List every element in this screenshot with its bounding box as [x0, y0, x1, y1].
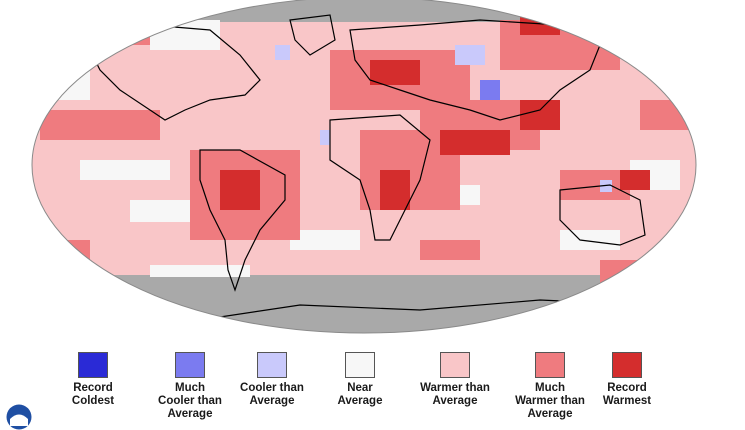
legend-label-warmer: Warmer than Average [420, 382, 490, 407]
legend-label-near: Near Average [337, 382, 383, 407]
north-america-outline [89, 24, 261, 121]
cooler-patch [455, 45, 485, 65]
much-warmer-region [560, 170, 630, 200]
near-avg-patch [560, 230, 620, 250]
record-warmest-patch [370, 60, 420, 85]
eurasia-outline [349, 19, 601, 121]
near-avg-patch [150, 265, 250, 277]
global-temperature-map [31, 0, 697, 334]
near-avg-patch [290, 230, 360, 250]
legend-swatch-much-cooler [175, 352, 205, 378]
legend-label-record-warmest: Record Warmest [602, 382, 652, 407]
record-warmest-patch [620, 170, 650, 190]
record-warmest-patch [440, 130, 510, 155]
record-warmest-patch [520, 100, 560, 130]
legend-swatch-much-warmer [535, 352, 565, 378]
legend-item-cooler: Cooler than Average [227, 352, 317, 408]
legend-item-record-coldest: Record Coldest [48, 352, 138, 408]
map-svg [31, 0, 697, 334]
globe-border [31, 0, 697, 334]
legend-label-cooler: Cooler than Average [240, 382, 304, 407]
legend-item-near: Near Average [315, 352, 405, 408]
legend-swatch-cooler [257, 352, 287, 378]
much-warmer-region [40, 110, 160, 140]
legend-label-much-cooler: Much Cooler than Average [158, 382, 222, 420]
much-warmer-region [420, 240, 480, 260]
cooler-patch [35, 90, 55, 105]
legend-item-warmer: Warmer than Average [410, 352, 500, 408]
legend-label-record-coldest: Record Coldest [71, 382, 115, 407]
cooler-patch [320, 130, 330, 145]
anomaly-grid [32, 0, 696, 333]
arctic-no-data [32, 0, 696, 22]
south-america-outline [199, 149, 286, 292]
greenland-outline [289, 14, 336, 56]
much-cooler-patch [480, 80, 500, 100]
legend-swatch-record-coldest [78, 352, 108, 378]
much-warmer-region [640, 100, 690, 130]
near-avg-patch [130, 200, 200, 222]
noaa-logo-icon [6, 404, 32, 430]
much-warmer-region [70, 20, 150, 45]
much-warmer-region [500, 20, 620, 70]
legend: Record Coldest Much Cooler than Average Co… [0, 340, 745, 421]
australia-outline [559, 184, 646, 246]
legend-label-much-warmer: Much Warmer than Average [515, 382, 585, 420]
legend-item-much-cooler: Much Cooler than Average [145, 352, 235, 421]
africa-outline [329, 114, 431, 241]
near-avg-patch [150, 20, 220, 50]
much-warmer-region [600, 260, 660, 285]
cooler-patch [275, 45, 290, 60]
record-warmest-patch [220, 170, 260, 210]
record-warmest-patch [380, 170, 410, 210]
legend-item-much-warmer: Much Warmer than Average [505, 352, 595, 421]
legend-swatch-warmer [440, 352, 470, 378]
legend-swatch-record-warmest [612, 352, 642, 378]
legend-swatch-near [345, 352, 375, 378]
legend-item-record-warmest: Record Warmest [582, 352, 672, 408]
near-avg-patch [40, 70, 90, 100]
near-avg-patch [80, 160, 170, 180]
